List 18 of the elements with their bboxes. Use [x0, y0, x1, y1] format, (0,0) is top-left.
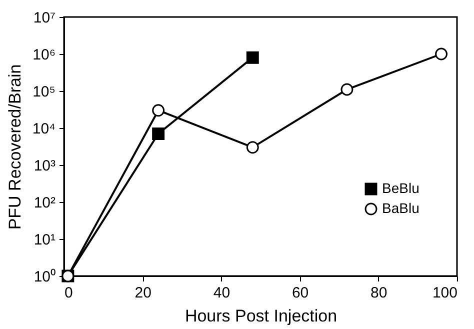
- y-tick-label: 10⁰: [34, 268, 56, 286]
- x-tick-label: 0: [64, 284, 73, 302]
- y-tick-label: 10⁴: [32, 120, 56, 138]
- y-tick-label: 10³: [34, 158, 56, 174]
- x-tick-label: 40: [213, 284, 230, 302]
- x-axis-title: Hours Post Injection: [184, 306, 338, 326]
- x-tick-label: 60: [292, 284, 309, 302]
- y-tick-label: 10⁵: [32, 84, 56, 100]
- legend-label: BeBlu: [382, 180, 420, 196]
- y-tick-label: 10⁶: [32, 46, 56, 64]
- legend-label: BaBlu: [382, 200, 420, 216]
- y-axis-title: PFU Recovered/Brain: [5, 64, 24, 230]
- y-tick-label: 10⁷: [33, 10, 56, 26]
- y-tick-label: 10²: [34, 194, 56, 212]
- x-tick-label: 20: [134, 284, 152, 302]
- y-tick-label: 10¹: [34, 232, 56, 248]
- x-tick-label: 100: [432, 284, 458, 302]
- x-tick-label: 80: [370, 284, 388, 302]
